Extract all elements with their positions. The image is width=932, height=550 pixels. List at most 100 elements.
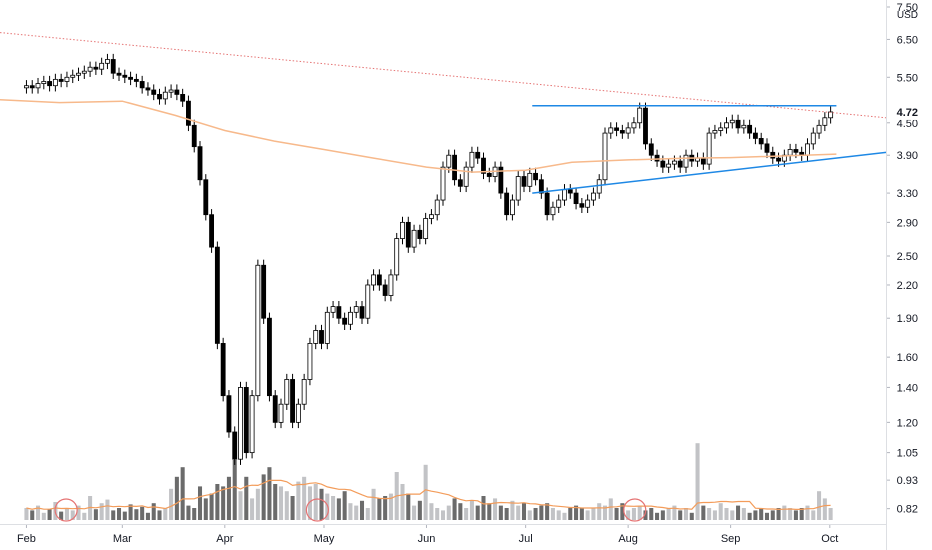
candle-body: [261, 264, 267, 319]
volume-bar: [828, 508, 833, 520]
y-tick-label: 1.05: [897, 448, 918, 460]
candle-body: [654, 154, 660, 162]
candle-body: [243, 387, 249, 454]
y-tick-label: 0.93: [897, 475, 918, 487]
volume-bar: [359, 500, 365, 520]
volume-bar: [550, 508, 555, 520]
candle-body: [191, 124, 197, 148]
volume-bar: [226, 476, 231, 520]
candle-body: [122, 74, 128, 78]
volume-bar: [585, 510, 590, 520]
volume-bar: [93, 509, 98, 520]
candle-body: [267, 317, 272, 397]
candle-body: [712, 130, 718, 134]
candle-body: [666, 163, 672, 168]
candle-body: [58, 78, 64, 82]
volume-bar: [221, 486, 226, 520]
volume-bar: [255, 488, 260, 520]
y-tick-label: 4.50: [897, 118, 918, 130]
candle-body: [197, 146, 203, 181]
candle-body: [81, 70, 87, 74]
candle-body: [301, 379, 307, 405]
trend-lines: [0, 32, 887, 194]
candle-body: [515, 176, 521, 201]
candle-body: [105, 59, 110, 64]
volume-bar: [753, 510, 758, 520]
volume-bar: [435, 508, 440, 520]
candle-body: [365, 284, 371, 319]
candle-body: [787, 149, 793, 156]
x-tick-label: Feb: [17, 533, 36, 545]
candle-body: [249, 395, 255, 454]
volume-bar: [180, 467, 185, 520]
candle-body: [93, 66, 99, 70]
volume-bar: [516, 505, 521, 520]
candle-body: [76, 72, 81, 76]
candle-body: [724, 122, 729, 129]
volume-bar: [689, 512, 694, 520]
candle-body: [336, 306, 342, 319]
candle-body: [35, 83, 41, 89]
volume-bar: [238, 491, 243, 520]
volume-bar: [770, 510, 775, 520]
volume-bar: [105, 499, 110, 520]
candle-body: [810, 132, 816, 145]
y-tick-label: 0.82: [897, 504, 918, 516]
candle-body: [388, 274, 394, 296]
volume-bar: [747, 512, 752, 520]
volume-bar: [24, 508, 29, 520]
volume-bar: [724, 508, 729, 520]
y-tick-label: 3.30: [897, 188, 918, 200]
volume-bar: [41, 512, 46, 520]
candle-body: [544, 192, 550, 216]
candle-body: [128, 76, 134, 80]
candle-body: [533, 172, 538, 181]
y-tick-label: 1.20: [897, 417, 918, 429]
volume-bar: [157, 510, 162, 520]
axes: 0.82 0.93 1.05 1.20 1.40 1.60 1.90 2.20 2.50 2.90…: [17, 2, 926, 545]
candle-body: [41, 81, 47, 84]
candle-body: [608, 127, 614, 134]
candle-body: [619, 130, 625, 134]
candle-body: [417, 229, 423, 239]
candle-body: [706, 132, 712, 165]
candle-body: [423, 218, 429, 239]
y-tick-label: 1.60: [897, 352, 918, 364]
candle-body: [590, 192, 596, 201]
volume-bar: [140, 506, 145, 520]
volume-bar: [163, 508, 168, 520]
volume-bar: [209, 493, 214, 520]
candle-body: [677, 160, 683, 168]
time-axis-border: [0, 524, 886, 525]
y-tick-label: 2.20: [897, 280, 918, 292]
volume-bar: [388, 493, 393, 520]
volume-bar: [793, 510, 798, 520]
y-tick-label: 7.50: [897, 2, 918, 14]
candlestick-series: [24, 53, 834, 465]
candle-body: [793, 149, 799, 153]
volume-bar: [458, 503, 463, 520]
candle-body: [434, 199, 440, 216]
candle-body: [29, 85, 35, 89]
volume-ma-line: [26, 479, 831, 511]
candle-body: [457, 179, 463, 187]
volume-bar: [99, 503, 104, 520]
volume-bar: [822, 498, 827, 520]
support-line: [532, 151, 887, 194]
volume-bar: [504, 508, 509, 520]
volume-bar: [59, 511, 64, 520]
volume-bar: [302, 476, 307, 520]
moving-average-line: [0, 99, 837, 173]
volume-bar: [342, 491, 347, 520]
volume-bar: [267, 467, 272, 520]
volume-bar: [383, 496, 388, 520]
candle-body: [481, 157, 486, 174]
candle-body: [776, 157, 781, 162]
candle-body: [486, 172, 492, 177]
volume-bar: [446, 505, 451, 520]
candle-body: [116, 72, 122, 76]
candle-body: [498, 166, 504, 194]
volume-bar: [174, 476, 179, 520]
volume-bar: [764, 512, 770, 520]
candle-body: [232, 431, 238, 460]
